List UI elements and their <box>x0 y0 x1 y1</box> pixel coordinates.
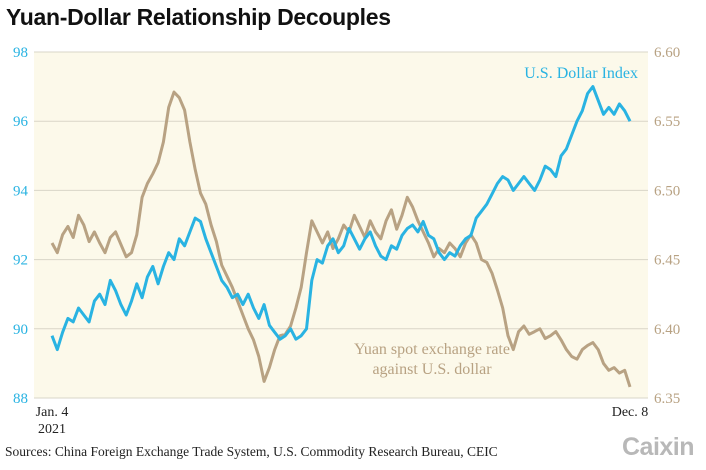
plot-background <box>34 52 648 398</box>
left-axis-ticks: 98 96 94 92 90 88 <box>13 45 29 407</box>
chart-title: Yuan-Dollar Relationship Decouples <box>6 4 391 30</box>
line-chart: 98 96 94 92 90 88 6.60 6.55 6.50 6.45 6.40 6.35 Ja… <box>13 45 680 437</box>
right-axis-tick-label: 6.60 <box>654 45 680 61</box>
right-axis-tick-label: 6.55 <box>654 114 680 130</box>
right-axis-tick-label: 6.45 <box>654 253 680 269</box>
left-axis-tick-label: 88 <box>13 391 28 407</box>
yuan-series-label-line1: Yuan spot exchange rate <box>354 341 510 358</box>
dollar-series-line <box>50 85 632 352</box>
left-axis-tick-label: 92 <box>13 253 28 269</box>
x-tick-end: Dec. 8 <box>612 405 649 420</box>
x-tick-start: Jan. 4 <box>36 405 69 420</box>
right-axis-tick-label: 6.50 <box>654 183 680 199</box>
left-axis-tick-label: 90 <box>13 322 28 338</box>
left-axis-tick-label: 94 <box>13 183 29 199</box>
source-note: Sources: China Foreign Exchange Trade Sy… <box>5 444 498 459</box>
right-axis-tick-label: 6.35 <box>654 391 680 407</box>
left-axis-tick-label: 98 <box>13 45 28 61</box>
x-tick-start-year: 2021 <box>38 422 66 437</box>
right-axis-ticks: 6.60 6.55 6.50 6.45 6.40 6.35 <box>654 45 680 407</box>
yuan-series-line <box>50 90 632 388</box>
grid-lines <box>34 51 648 399</box>
caixin-logo: Caixin <box>622 433 695 461</box>
left-axis-tick-label: 96 <box>13 114 29 130</box>
dollar-series-label: U.S. Dollar Index <box>524 65 638 82</box>
right-axis-tick-label: 6.40 <box>654 322 680 338</box>
yuan-series-label-line2: against U.S. dollar <box>372 361 492 378</box>
